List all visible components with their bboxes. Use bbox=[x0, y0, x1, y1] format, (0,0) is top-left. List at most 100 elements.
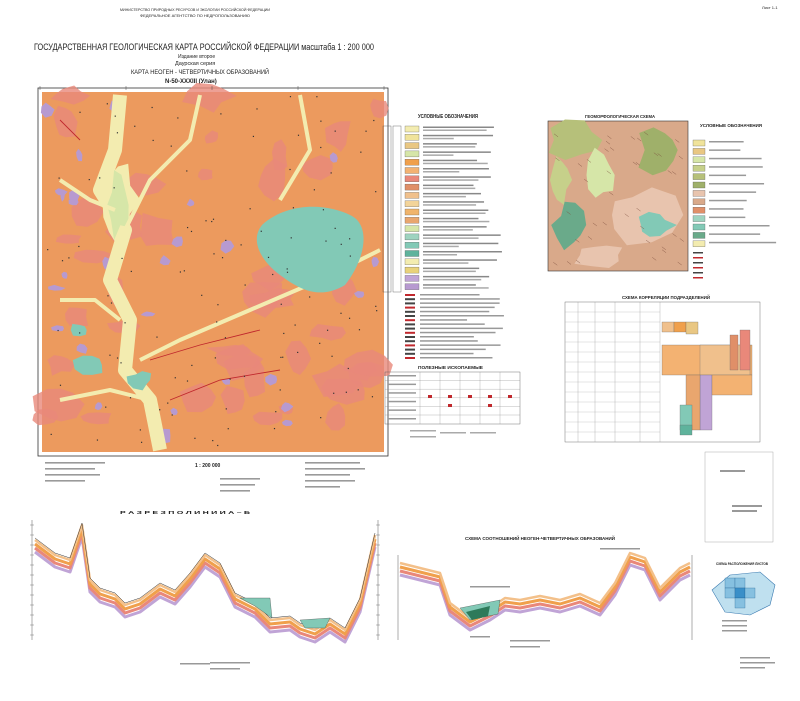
symbol bbox=[349, 255, 351, 257]
legend-text-line bbox=[423, 251, 502, 253]
legend-symbol bbox=[405, 327, 415, 330]
symbol bbox=[105, 406, 107, 408]
legend-text-line bbox=[423, 262, 469, 264]
symbol bbox=[217, 444, 219, 447]
symbol bbox=[205, 220, 207, 222]
legend-symbol bbox=[405, 319, 415, 322]
legend-swatch bbox=[404, 183, 420, 191]
hachure bbox=[667, 170, 672, 174]
symbol bbox=[371, 396, 374, 398]
index-map-title: СХЕМА РАСПОЛОЖЕНИЯ ЛИСТОВ bbox=[716, 562, 768, 566]
symbol bbox=[61, 260, 64, 262]
legend-swatch bbox=[692, 173, 706, 180]
legend-swatch bbox=[404, 192, 420, 199]
stream bbox=[123, 94, 202, 231]
symbol bbox=[78, 245, 80, 248]
legend-text-line bbox=[423, 192, 481, 195]
symbol bbox=[348, 317, 351, 319]
unit-pink bbox=[50, 85, 91, 105]
legend-text-line bbox=[423, 212, 486, 214]
symbol bbox=[217, 304, 219, 306]
unit-violet bbox=[51, 325, 64, 332]
symbol bbox=[297, 134, 300, 136]
unit-pink bbox=[252, 411, 283, 426]
legend-text-line bbox=[709, 241, 777, 244]
index-map bbox=[711, 571, 776, 669]
legend-text-line bbox=[420, 298, 500, 300]
symbol bbox=[365, 130, 367, 132]
symbol bbox=[171, 414, 173, 416]
symbol bbox=[156, 336, 158, 338]
note-line bbox=[510, 640, 550, 642]
geomorph-unit bbox=[638, 211, 677, 237]
legend-symbol bbox=[693, 262, 703, 264]
legend-text-line bbox=[420, 331, 496, 334]
symbol bbox=[179, 271, 181, 273]
symbol bbox=[107, 295, 109, 297]
mineral-symbol bbox=[468, 395, 472, 398]
legend-text-line bbox=[709, 208, 744, 210]
legend-symbol bbox=[405, 352, 415, 355]
symbol bbox=[286, 271, 289, 273]
legend-symbol bbox=[405, 348, 415, 351]
minerals-text-line bbox=[388, 418, 416, 420]
legend-text-line bbox=[420, 352, 474, 355]
hachure bbox=[555, 157, 560, 161]
note-line bbox=[440, 432, 466, 434]
legend-text-line bbox=[709, 174, 747, 177]
legend-text-line bbox=[423, 267, 480, 270]
legend-swatch bbox=[404, 283, 420, 290]
minerals-text-line bbox=[388, 375, 416, 377]
symbol bbox=[47, 249, 49, 251]
symbol bbox=[240, 244, 242, 246]
symbol bbox=[320, 146, 322, 149]
unit-violet bbox=[329, 152, 338, 163]
legend-text-line bbox=[423, 245, 459, 248]
legend-symbol bbox=[693, 272, 703, 274]
symbol bbox=[177, 117, 179, 119]
unit-pink bbox=[197, 168, 213, 181]
legend-text-line bbox=[423, 171, 460, 173]
legend-swatch bbox=[404, 134, 420, 141]
legend-text-line bbox=[423, 217, 479, 220]
legend-swatch bbox=[692, 148, 706, 155]
legend-text-line bbox=[423, 146, 476, 148]
symbol bbox=[316, 96, 318, 98]
unit-violet bbox=[61, 271, 68, 279]
legend-text-line bbox=[420, 306, 495, 309]
agency: ФЕДЕРАЛЬНОЕ АГЕНТСТВО ПО НЕДРОПОЛЬЗОВАНИ… bbox=[140, 13, 250, 18]
hachure bbox=[657, 153, 662, 157]
scale: 1 : 200 000 bbox=[195, 463, 221, 469]
hachure bbox=[644, 131, 649, 136]
legend-symbol bbox=[405, 302, 415, 305]
index-sheet bbox=[724, 587, 736, 599]
hachure bbox=[605, 141, 611, 145]
legend-swatch bbox=[404, 142, 420, 149]
legend-text-line bbox=[423, 134, 494, 137]
hachure bbox=[677, 261, 682, 266]
symbol bbox=[50, 433, 52, 435]
unit-violet bbox=[76, 343, 88, 354]
geomorph-title: ГЕОМОРФОЛОГИЧЕСКАЯ СХЕМА bbox=[585, 114, 656, 119]
index-legend-line bbox=[722, 630, 747, 632]
notes-line bbox=[732, 510, 757, 512]
symbol bbox=[129, 397, 132, 399]
index-legend-line bbox=[722, 625, 747, 627]
symbol bbox=[152, 139, 154, 142]
hachure bbox=[576, 260, 581, 264]
symbol bbox=[170, 145, 172, 147]
hachure bbox=[609, 191, 614, 196]
symbol bbox=[320, 120, 322, 122]
legend-text-line bbox=[423, 176, 491, 178]
legend-swatch bbox=[404, 275, 420, 282]
hachure bbox=[661, 249, 667, 253]
legend-swatch bbox=[404, 150, 420, 158]
notes-box bbox=[704, 451, 774, 543]
geomorph-unit bbox=[586, 147, 615, 198]
mineral-symbol bbox=[448, 404, 452, 407]
unit-violet bbox=[170, 407, 178, 416]
symbol bbox=[183, 270, 185, 272]
legend-text-line bbox=[423, 129, 487, 131]
note-line bbox=[470, 636, 490, 638]
symbol bbox=[313, 189, 315, 191]
